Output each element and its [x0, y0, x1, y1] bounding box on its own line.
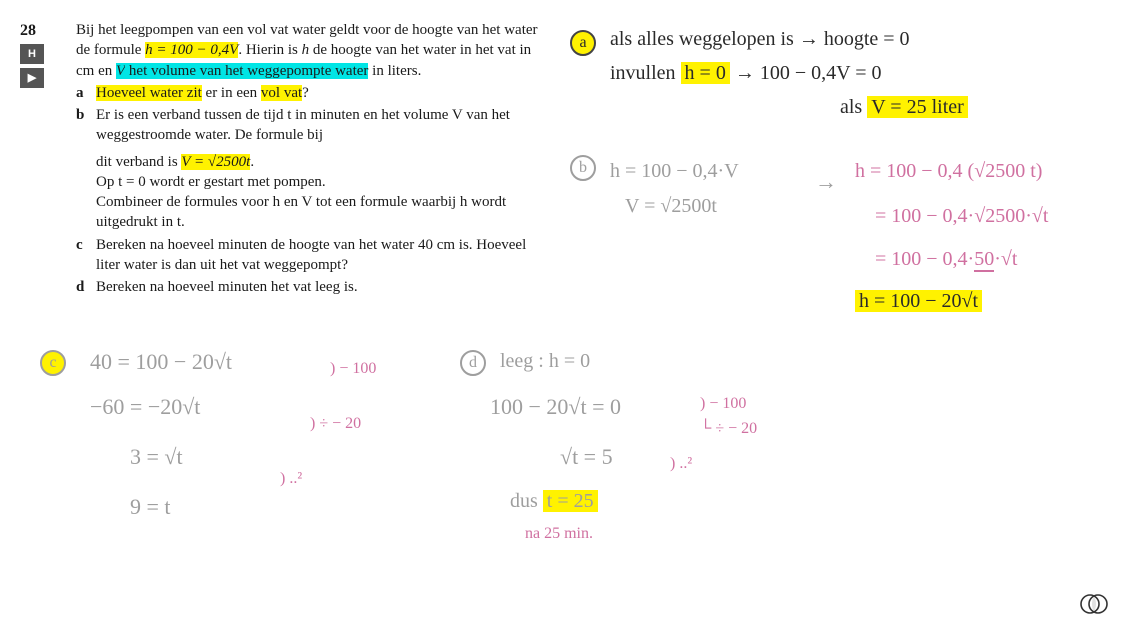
formula-h: h = 100 − 0,4V — [145, 42, 238, 58]
work-c-l2: −60 = −20√t — [90, 395, 200, 419]
video-icon[interactable]: ▶ — [20, 68, 44, 88]
work-d-l2: 100 − 20√t = 0 — [490, 395, 621, 419]
sub-d-text: Bereken na hoeveel minuten het vat leeg … — [96, 277, 550, 297]
work-a-label: a — [570, 30, 596, 56]
sub-b-line3: Op t = 0 wordt er gestart met pompen. — [96, 174, 326, 190]
sub-b-cont: dit verband is V = √2500t. Op t = 0 word… — [96, 152, 550, 233]
work-d-l1: leeg : h = 0 — [500, 350, 590, 372]
work-c-l1: 40 = 100 − 20√t — [90, 350, 232, 374]
sub-a-mid: er in een — [202, 85, 261, 101]
work-d-l4: dus t = 25 — [510, 490, 598, 512]
question-number: 28 — [20, 20, 36, 42]
formula-v: V = √2500t — [181, 154, 250, 170]
work-b-left2: V = √2500t — [625, 195, 717, 217]
question-block: 28 H ▶ Bij het leegpompen van een vol va… — [20, 20, 550, 297]
work-d-label: d — [460, 350, 486, 376]
work-a-line2: invullen h = 0 → 100 − 0,4V = 0 — [610, 62, 881, 84]
sub-c: c Bereken na hoeveel minuten de hoogte v… — [76, 235, 550, 276]
sub-b-line1: Er is een verband tussen de tijd t in mi… — [96, 107, 510, 143]
work-c-l3: 3 = √t — [130, 445, 183, 469]
work-c-op3: ) ..² — [280, 470, 302, 488]
v-desc-post: in liters. — [368, 63, 421, 79]
work-a-line3: als V = 25 liter — [840, 96, 968, 118]
work-b-left1: h = 100 − 0,4·V — [610, 160, 739, 182]
work-d-l3: √t = 5 — [560, 445, 613, 469]
sub-c-text: Bereken na hoeveel minuten de hoogte van… — [96, 235, 550, 276]
work-b-label: b — [570, 155, 596, 181]
sub-b: b Er is een verband tussen de tijd t in … — [76, 105, 550, 146]
hint-icon[interactable]: H — [20, 44, 44, 64]
logo-icon — [1079, 589, 1109, 619]
sub-b-line2-post: . — [250, 154, 254, 170]
work-c-label: c — [40, 350, 66, 376]
question-body: Bij het leegpompen van een vol vat water… — [76, 20, 550, 297]
work-d-op1: ) − 100 — [700, 395, 746, 413]
sub-d-letter: d — [76, 277, 96, 297]
work-b-r2: = 100 − 0,4·√2500·√t — [875, 205, 1048, 227]
v-var: V — [116, 63, 125, 79]
v-desc-hl: het volume van het weggepompte water — [125, 63, 368, 79]
work-b-r3: = 100 − 0,4·50·√t — [875, 248, 1017, 270]
sub-a-letter: a — [76, 83, 96, 103]
sub-b-line4: Combineer de formules voor h en V tot ee… — [96, 194, 506, 230]
work-c-l4: 9 = t — [130, 495, 171, 519]
sub-b-letter: b — [76, 105, 96, 146]
sub-d: d Bereken na hoeveel minuten het vat lee… — [76, 277, 550, 297]
work-d-l5: na 25 min. — [525, 525, 593, 543]
work-b-arrow: → — [815, 170, 837, 194]
work-b-r1: h = 100 − 0,4 (√2500 t) — [855, 160, 1042, 182]
sub-a-hl: vol vat — [261, 85, 302, 101]
work-c-op1: ) − 100 — [330, 360, 376, 378]
work-c-op2: ) ÷ − 20 — [310, 415, 361, 433]
sub-c-letter: c — [76, 235, 96, 276]
work-b-r4: h = 100 − 20√t — [855, 290, 982, 312]
sub-b-line2-pre: dit verband is — [96, 154, 181, 170]
work-a-line1: als alles weggelopen is → hoogte = 0 — [610, 28, 910, 50]
sub-a-post: ? — [302, 85, 309, 101]
work-d-op3: ) ..² — [670, 455, 692, 473]
sub-a-pre: Hoeveel water zit — [96, 85, 202, 101]
work-d-op2: └ ÷ − 20 — [700, 420, 757, 438]
sub-a: a Hoeveel water zit er in een vol vat? — [76, 83, 550, 103]
intro-post: . Hierin is — [238, 42, 301, 58]
